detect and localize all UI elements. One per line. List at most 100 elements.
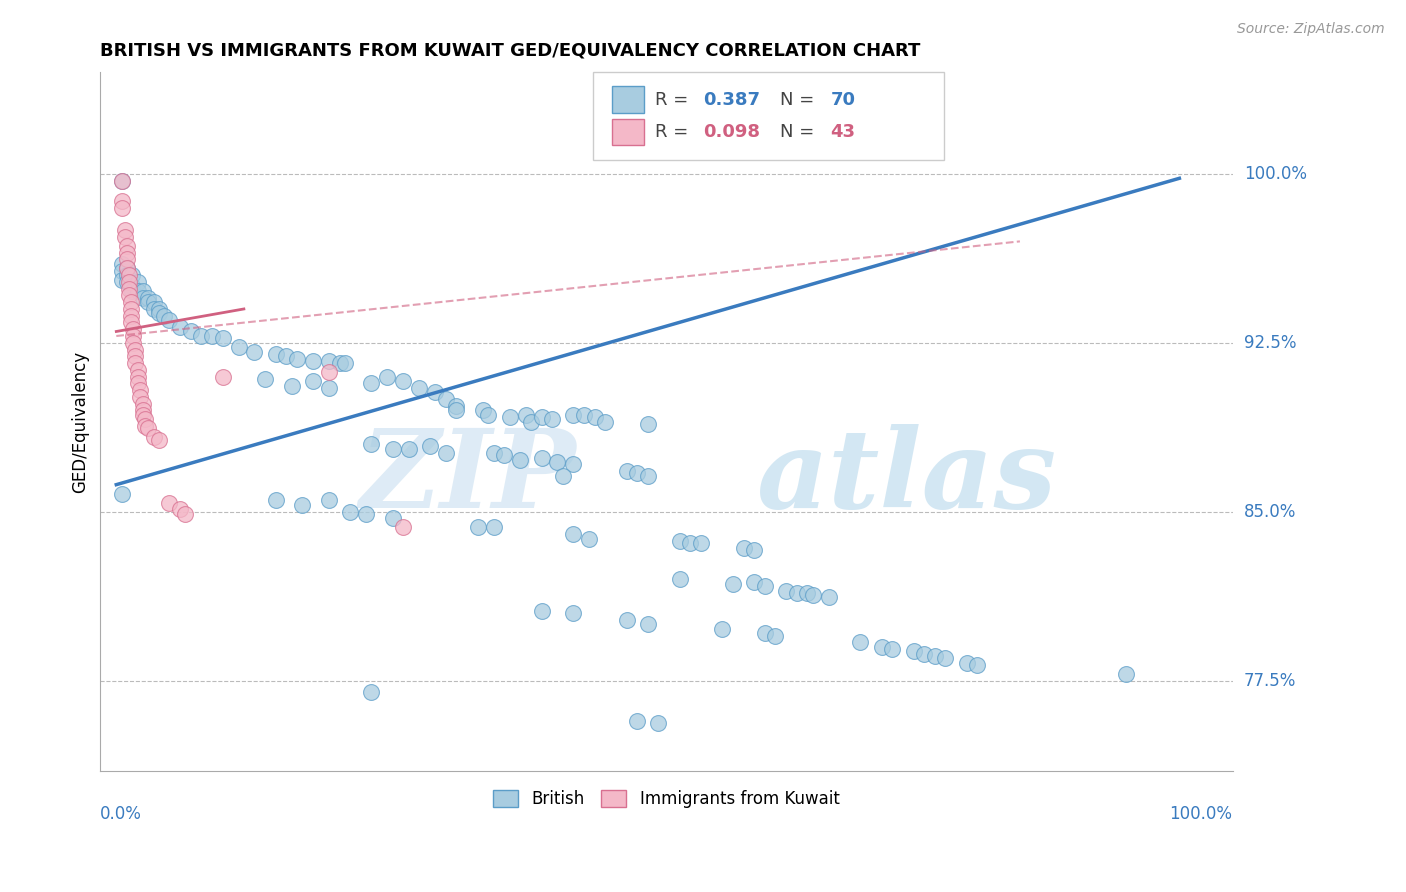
Text: atlas: atlas bbox=[756, 424, 1057, 532]
British bbox=[690, 536, 713, 550]
British bbox=[647, 716, 669, 731]
Immigrants from Kuwait bbox=[122, 335, 145, 350]
British bbox=[190, 329, 212, 343]
Immigrants from Kuwait bbox=[120, 316, 142, 330]
Immigrants from Kuwait bbox=[115, 245, 138, 260]
British bbox=[153, 309, 176, 323]
British bbox=[110, 257, 132, 271]
British bbox=[127, 284, 149, 298]
Text: 100.0%: 100.0% bbox=[1244, 165, 1306, 183]
FancyBboxPatch shape bbox=[612, 87, 644, 113]
Immigrants from Kuwait bbox=[127, 369, 149, 384]
British bbox=[360, 685, 382, 699]
British bbox=[180, 325, 202, 339]
British bbox=[637, 617, 659, 632]
British bbox=[679, 536, 702, 550]
British bbox=[578, 532, 600, 546]
Text: 100.0%: 100.0% bbox=[1170, 805, 1233, 823]
Text: 0.098: 0.098 bbox=[703, 123, 759, 141]
British bbox=[264, 493, 287, 508]
British bbox=[110, 173, 132, 187]
British bbox=[530, 450, 553, 465]
British bbox=[148, 306, 170, 320]
British bbox=[637, 468, 659, 483]
Immigrants from Kuwait bbox=[115, 252, 138, 267]
British bbox=[796, 586, 818, 600]
British bbox=[742, 574, 765, 589]
British bbox=[498, 410, 520, 425]
Immigrants from Kuwait bbox=[120, 309, 142, 323]
British bbox=[302, 353, 325, 368]
British bbox=[562, 527, 585, 541]
British bbox=[333, 356, 356, 370]
British bbox=[849, 635, 872, 649]
British bbox=[754, 626, 776, 640]
British bbox=[419, 439, 441, 453]
Text: Source: ZipAtlas.com: Source: ZipAtlas.com bbox=[1237, 22, 1385, 37]
British bbox=[446, 403, 468, 417]
British bbox=[956, 656, 979, 670]
British bbox=[546, 455, 568, 469]
British bbox=[551, 468, 574, 483]
British bbox=[711, 622, 734, 636]
Immigrants from Kuwait bbox=[318, 365, 340, 379]
British bbox=[276, 349, 298, 363]
British bbox=[562, 458, 585, 472]
Text: R =: R = bbox=[655, 123, 695, 141]
British bbox=[159, 313, 181, 327]
British bbox=[381, 511, 404, 525]
Immigrants from Kuwait bbox=[127, 363, 149, 377]
Text: 77.5%: 77.5% bbox=[1244, 672, 1296, 690]
Immigrants from Kuwait bbox=[124, 356, 146, 370]
British bbox=[280, 378, 302, 392]
British bbox=[515, 408, 537, 422]
British bbox=[354, 507, 377, 521]
Immigrants from Kuwait bbox=[142, 430, 165, 444]
Immigrants from Kuwait bbox=[120, 301, 142, 316]
Immigrants from Kuwait bbox=[124, 349, 146, 363]
Immigrants from Kuwait bbox=[114, 223, 136, 237]
British bbox=[360, 376, 382, 391]
British bbox=[360, 437, 382, 451]
British bbox=[211, 331, 233, 345]
Legend: British, Immigrants from Kuwait: British, Immigrants from Kuwait bbox=[486, 783, 846, 814]
Immigrants from Kuwait bbox=[136, 421, 159, 435]
Immigrants from Kuwait bbox=[132, 396, 155, 410]
British bbox=[243, 344, 266, 359]
British bbox=[616, 464, 638, 478]
British bbox=[668, 533, 690, 548]
British bbox=[583, 410, 606, 425]
British bbox=[115, 275, 138, 289]
British bbox=[775, 583, 797, 598]
British bbox=[136, 291, 159, 305]
British bbox=[616, 613, 638, 627]
British bbox=[903, 644, 925, 658]
British bbox=[1115, 666, 1137, 681]
British bbox=[882, 642, 904, 657]
British bbox=[817, 591, 839, 605]
Immigrants from Kuwait bbox=[118, 288, 141, 302]
Text: 0.387: 0.387 bbox=[703, 91, 759, 109]
Text: N =: N = bbox=[780, 91, 820, 109]
Immigrants from Kuwait bbox=[120, 295, 142, 310]
British bbox=[254, 372, 277, 386]
Immigrants from Kuwait bbox=[118, 275, 141, 289]
British bbox=[763, 629, 786, 643]
British bbox=[509, 453, 531, 467]
British bbox=[733, 541, 755, 555]
Immigrants from Kuwait bbox=[132, 403, 155, 417]
British bbox=[318, 493, 340, 508]
British bbox=[934, 651, 956, 665]
British bbox=[201, 329, 224, 343]
British bbox=[121, 284, 143, 298]
British bbox=[228, 340, 250, 354]
Immigrants from Kuwait bbox=[128, 390, 150, 404]
British bbox=[482, 446, 505, 460]
British bbox=[434, 446, 457, 460]
Text: ZIP: ZIP bbox=[360, 424, 576, 532]
British bbox=[115, 268, 138, 282]
British bbox=[328, 356, 350, 370]
British bbox=[477, 408, 499, 422]
Immigrants from Kuwait bbox=[122, 329, 145, 343]
Immigrants from Kuwait bbox=[118, 268, 141, 282]
